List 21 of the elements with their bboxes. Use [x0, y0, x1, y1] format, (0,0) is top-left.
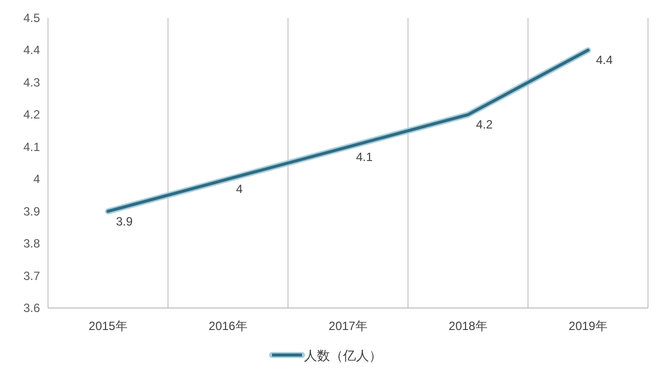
data-label: 3.9 — [116, 214, 134, 228]
y-tick-label: 3.9 — [23, 204, 40, 218]
x-tick-label: 2015年 — [88, 319, 128, 333]
y-tick-label: 4.3 — [23, 75, 40, 90]
y-tick-label: 3.6 — [23, 301, 40, 315]
y-tick-label: 4.4 — [23, 43, 40, 58]
y-tick-label: 4.2 — [23, 108, 40, 122]
y-tick-label: 3.7 — [23, 268, 40, 283]
data-label: 4.1 — [356, 150, 374, 164]
x-tick-label: 2016年 — [208, 319, 248, 333]
x-tick-label: 2017年 — [328, 319, 368, 333]
x-tick-label: 2019年 — [568, 319, 608, 333]
y-tick-label: 4 — [33, 172, 40, 186]
y-tick-label: 3.8 — [23, 236, 40, 251]
legend-label: 人数（亿人） — [304, 348, 382, 363]
data-label: 4.2 — [476, 118, 494, 132]
y-tick-label: 4.5 — [23, 11, 40, 25]
data-label: 4.4 — [596, 53, 614, 68]
y-tick-label: 4.1 — [23, 140, 40, 154]
x-tick-label: 2018年 — [448, 319, 488, 333]
data-label: 4 — [236, 182, 243, 196]
